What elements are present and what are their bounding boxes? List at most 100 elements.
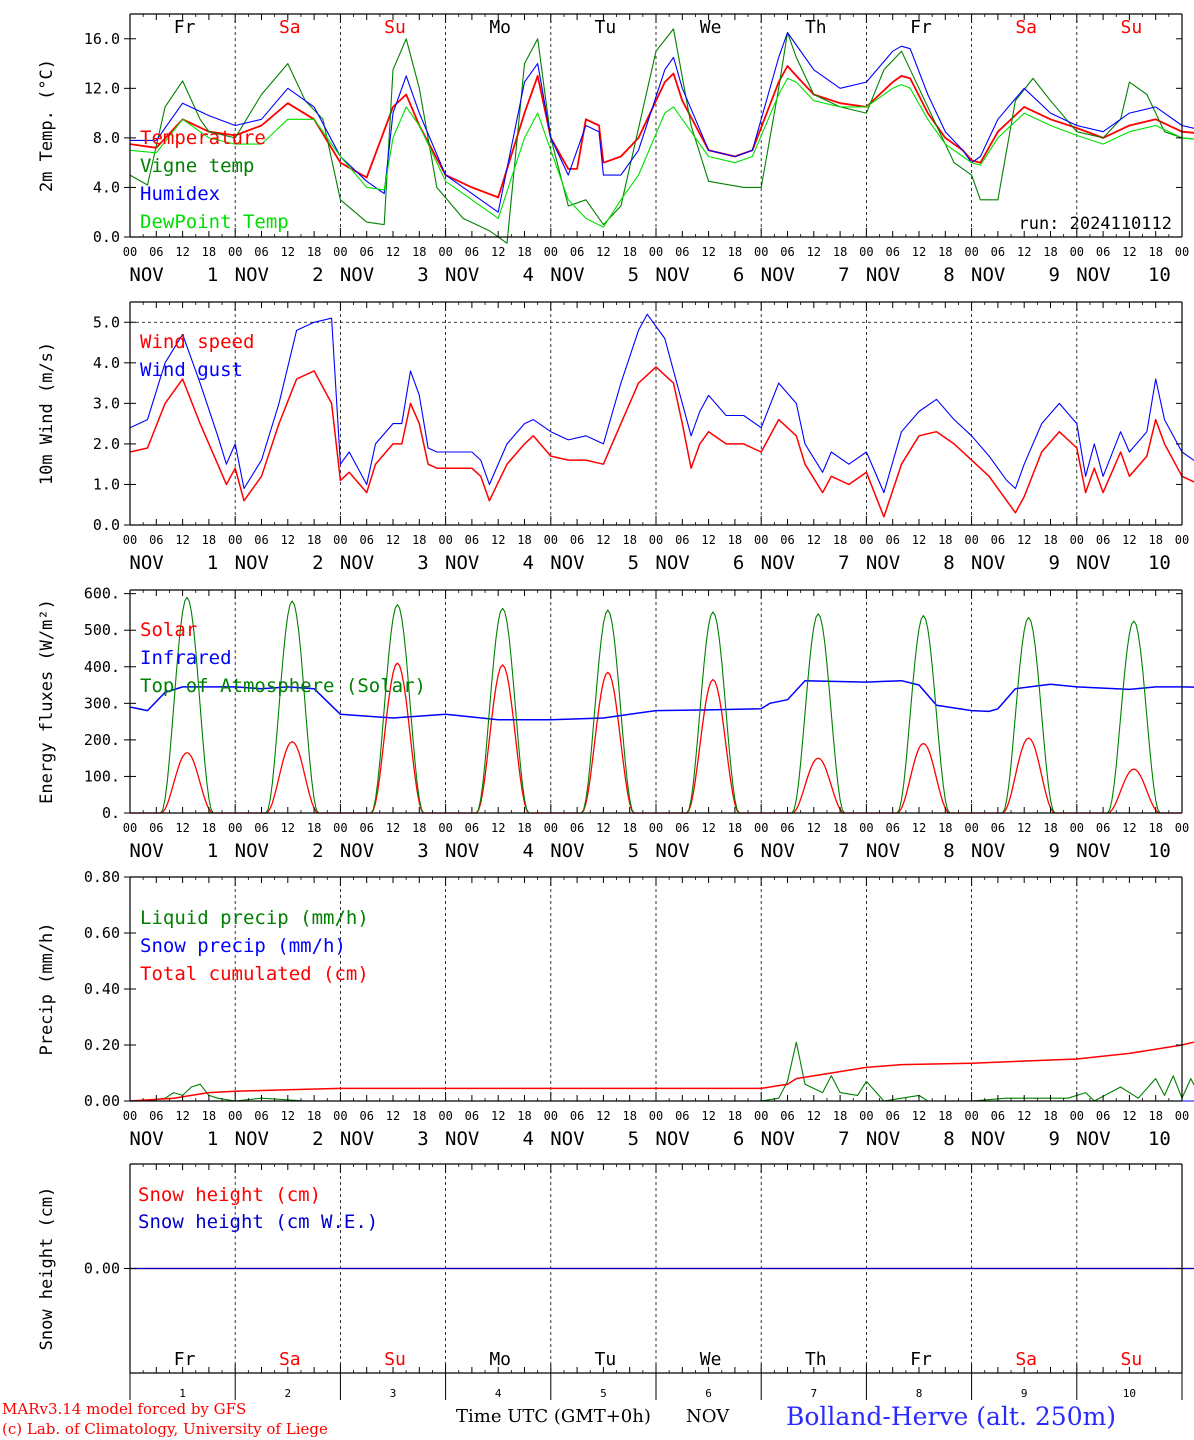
date-month-label: NOV bbox=[235, 1128, 269, 1150]
hour-tick-label: 12 bbox=[175, 533, 189, 547]
hour-tick-label: 12 bbox=[491, 245, 505, 259]
series-line-temperature bbox=[129, 65, 1194, 199]
date-day-label: 3 bbox=[417, 552, 428, 574]
date-day-label: 5 bbox=[628, 264, 639, 286]
hour-tick-label: 06 bbox=[359, 821, 373, 835]
hour-tick-label: 06 bbox=[780, 1109, 794, 1123]
y-tick-label: 300. bbox=[84, 694, 120, 712]
hour-tick-label: 00 bbox=[649, 1109, 663, 1123]
date-day-label: 10 bbox=[1148, 1128, 1171, 1150]
date-day-label: 10 bbox=[1148, 840, 1171, 862]
footer-day-number: 6 bbox=[705, 1387, 712, 1400]
hour-tick-label: 06 bbox=[149, 821, 163, 835]
date-month-label: NOV bbox=[340, 1128, 374, 1150]
date-month-label: NOV bbox=[866, 840, 900, 862]
date-day-label: 3 bbox=[417, 264, 428, 286]
series-line-total-cumulated-cm- bbox=[129, 1041, 1194, 1102]
hour-tick-label: 06 bbox=[1096, 245, 1110, 259]
footer-day-number: 3 bbox=[390, 1387, 397, 1400]
y-tick-label: 0.80 bbox=[84, 868, 120, 886]
hour-tick-label: 06 bbox=[570, 533, 584, 547]
y-tick-label: 0.40 bbox=[84, 980, 120, 998]
hour-tick-label: 00 bbox=[964, 533, 978, 547]
hour-tick-label: 18 bbox=[1148, 1109, 1162, 1123]
date-day-label: 1 bbox=[207, 1128, 218, 1150]
hour-tick-label: 00 bbox=[754, 533, 768, 547]
hour-tick-label: 06 bbox=[991, 245, 1005, 259]
hour-tick-label: 00 bbox=[649, 533, 663, 547]
hour-tick-label: 00 bbox=[438, 245, 452, 259]
date-month-label: NOV bbox=[971, 264, 1005, 286]
date-day-label: 4 bbox=[522, 1128, 533, 1150]
date-day-label: 7 bbox=[838, 1128, 849, 1150]
hour-tick-label: 12 bbox=[491, 533, 505, 547]
hour-tick-label: 18 bbox=[833, 245, 847, 259]
hour-tick-label: 06 bbox=[991, 533, 1005, 547]
date-month-label: NOV bbox=[445, 552, 479, 574]
hour-tick-label: 00 bbox=[1175, 821, 1189, 835]
date-month-label: NOV bbox=[445, 840, 479, 862]
date-day-label: 9 bbox=[1048, 552, 1059, 574]
date-day-label: 6 bbox=[733, 1128, 744, 1150]
date-month-label: NOV bbox=[1076, 1128, 1110, 1150]
hour-tick-label: 00 bbox=[333, 245, 347, 259]
panel-4: 0.00 0.20 0.40 0.60 0.80 Precip (mm/h) Liquid … bbox=[37, 868, 1194, 1150]
hour-tick-label: 06 bbox=[1096, 533, 1110, 547]
run-annotation: run: 2024110112 bbox=[1018, 214, 1172, 234]
date-day-label: 2 bbox=[312, 840, 323, 862]
hour-tick-label: 06 bbox=[885, 821, 899, 835]
hour-tick-label: 00 bbox=[1070, 1109, 1084, 1123]
hour-tick-label: 00 bbox=[754, 821, 768, 835]
hour-tick-label: 06 bbox=[780, 821, 794, 835]
date-month-label: NOV bbox=[550, 552, 584, 574]
hour-tick-label: 00 bbox=[1175, 1109, 1189, 1123]
date-month-label: NOV bbox=[550, 840, 584, 862]
date-day-label: 3 bbox=[417, 840, 428, 862]
legend-entry: Snow height (cm W.E.) bbox=[138, 1211, 378, 1233]
hour-tick-label: 18 bbox=[307, 533, 321, 547]
date-day-label: 2 bbox=[312, 264, 323, 286]
hour-tick-label: 12 bbox=[912, 245, 926, 259]
hour-tick-label: 00 bbox=[1175, 245, 1189, 259]
hour-tick-label: 00 bbox=[228, 1109, 242, 1123]
hour-tick-label: 18 bbox=[517, 1109, 531, 1123]
hour-tick-label: 12 bbox=[596, 245, 610, 259]
weekday-label: Fr bbox=[174, 1349, 196, 1370]
hour-tick-label: 12 bbox=[386, 533, 400, 547]
date-day-label: 5 bbox=[628, 552, 639, 574]
legend-entry: DewPoint Temp bbox=[140, 211, 289, 233]
date-month-label: NOV bbox=[129, 552, 163, 574]
legend-entry: Temperature bbox=[140, 127, 266, 149]
weekday-label: Mo bbox=[489, 1349, 511, 1370]
date-month-label: NOV bbox=[655, 552, 689, 574]
hour-tick-label: 00 bbox=[859, 533, 873, 547]
date-month-label: NOV bbox=[655, 840, 689, 862]
hour-tick-label: 18 bbox=[728, 245, 742, 259]
hour-tick-label: 00 bbox=[649, 245, 663, 259]
hour-tick-label: 00 bbox=[123, 821, 137, 835]
hour-tick-label: 18 bbox=[938, 533, 952, 547]
hour-tick-label: 00 bbox=[228, 821, 242, 835]
hour-tick-label: 12 bbox=[175, 821, 189, 835]
hour-tick-label: 00 bbox=[544, 533, 558, 547]
date-day-label: 1 bbox=[207, 552, 218, 574]
hour-tick-label: 00 bbox=[228, 533, 242, 547]
hour-tick-label: 18 bbox=[202, 1109, 216, 1123]
hour-tick-label: 00 bbox=[438, 533, 452, 547]
hour-tick-label: 18 bbox=[1043, 821, 1057, 835]
weekday-label: Su bbox=[384, 17, 406, 38]
panel-1: 0.0 4.0 8.0 12.0 16.0 2m Temp. (°C) Temperatur… bbox=[37, 13, 1194, 286]
hour-tick-label: 18 bbox=[412, 245, 426, 259]
hour-tick-label: 00 bbox=[333, 821, 347, 835]
hour-tick-label: 12 bbox=[1122, 533, 1136, 547]
weekday-label: We bbox=[700, 17, 722, 38]
footer-day-number: 5 bbox=[600, 1387, 607, 1400]
series-line-wind-gust bbox=[129, 313, 1194, 494]
date-day-label: 6 bbox=[733, 552, 744, 574]
legend-entry: Top of Atmosphere (Solar) bbox=[140, 675, 426, 697]
y-tick-label: 4.0 bbox=[93, 354, 120, 372]
date-month-label: NOV bbox=[1076, 552, 1110, 574]
weekday-label: Su bbox=[1121, 17, 1143, 38]
hour-tick-label: 12 bbox=[701, 821, 715, 835]
